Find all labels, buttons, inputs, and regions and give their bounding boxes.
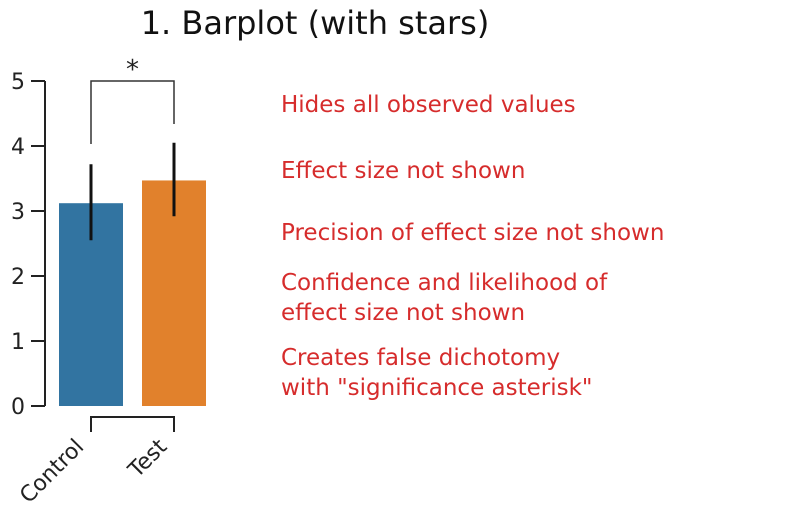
y-tick-label: 3 bbox=[11, 200, 25, 225]
significance-line bbox=[90, 80, 175, 144]
annotation-line: effect size not shown bbox=[281, 300, 525, 326]
annotation-line: Hides all observed values bbox=[281, 92, 576, 118]
annotation-line: Precision of effect size not shown bbox=[281, 220, 664, 246]
annotation-precision: Precision of effect size not shown bbox=[281, 220, 664, 246]
annotation-hides-values: Hides all observed values bbox=[281, 92, 576, 118]
annotation-line: with "significance asterisk" bbox=[281, 375, 593, 401]
annotation-line: Creates false dichotomy bbox=[281, 345, 560, 371]
error-bars bbox=[89, 142, 176, 241]
annotation-line: Confidence and likelihood of bbox=[281, 270, 608, 296]
annotation-confidence: Confidence and likelihood of effect size … bbox=[281, 270, 608, 326]
x-axis-line bbox=[90, 416, 175, 432]
y-tick-label: 4 bbox=[11, 135, 25, 160]
annotation-dichotomy: Creates false dichotomy with "significanc… bbox=[281, 345, 593, 401]
significance-star: * bbox=[126, 55, 139, 85]
y-tick-label: 0 bbox=[11, 395, 25, 420]
y-tick-label: 2 bbox=[11, 265, 25, 290]
y-tick-label: 1 bbox=[11, 330, 25, 355]
x-tick-label-control: Control bbox=[15, 435, 89, 509]
bar-test bbox=[142, 180, 206, 406]
annotation-line: Effect size not shown bbox=[281, 158, 525, 184]
bars bbox=[59, 180, 206, 406]
chart-title: 1. Barplot (with stars) bbox=[141, 4, 490, 42]
annotation-effect-size: Effect size not shown bbox=[281, 158, 525, 184]
significance-bracket: * bbox=[90, 55, 175, 144]
annotations: Hides all observed values Effect size not… bbox=[281, 92, 664, 401]
x-tick-labels: Control Test bbox=[15, 434, 172, 508]
x-tick-label-test: Test bbox=[123, 434, 172, 483]
axes: 0 1 2 3 4 5 bbox=[11, 70, 175, 432]
y-tick-label: 5 bbox=[11, 70, 25, 95]
